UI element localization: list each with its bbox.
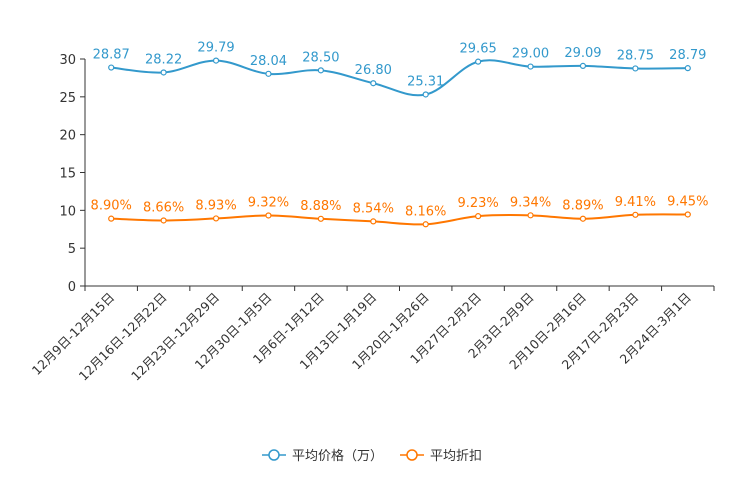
data-label: 8.93%: [195, 198, 236, 213]
y-tick-label: 10: [59, 204, 76, 219]
x-category-label: 12月23日-12月29日: [128, 290, 222, 384]
data-label: 8.88%: [300, 199, 341, 214]
data-label: 29.00: [512, 47, 549, 62]
data-point: [579, 62, 587, 69]
data-point: [370, 80, 377, 87]
data-point: [370, 218, 377, 225]
data-label: 25.31: [407, 74, 444, 89]
data-label: 8.66%: [143, 200, 184, 215]
data-point: [212, 215, 220, 222]
data-label: 8.54%: [353, 201, 394, 216]
data-label: 9.23%: [457, 196, 498, 211]
y-tick-label: 30: [59, 53, 76, 68]
data-point: [684, 65, 691, 72]
data-label: 8.90%: [91, 199, 132, 214]
data-label: 9.34%: [510, 195, 551, 210]
data-point: [632, 211, 639, 218]
data-point: [422, 221, 429, 228]
data-point: [475, 58, 482, 65]
legend-label: 平均折扣: [430, 449, 482, 464]
legend-marker: [268, 449, 280, 461]
data-label: 9.41%: [615, 195, 656, 210]
data-point: [265, 70, 272, 77]
legend-marker: [406, 449, 418, 461]
data-point: [579, 215, 587, 222]
data-point: [684, 211, 691, 218]
series-line: [111, 213, 688, 226]
legend-label: 平均价格（万）: [292, 448, 383, 464]
legend: 平均价格（万） 平均折扣: [262, 448, 482, 464]
data-point: [422, 91, 429, 98]
data-label: 9.32%: [248, 195, 289, 210]
data-point: [265, 212, 272, 219]
data-label: 8.16%: [405, 204, 446, 219]
data-label: 29.65: [460, 42, 497, 57]
data-point: [317, 215, 324, 222]
axes: 05101520253012月9日-12月15日12月16日-12月22日12月…: [29, 53, 715, 384]
data-label: 28.75: [617, 48, 654, 63]
data-label: 29.09: [564, 46, 601, 61]
data-label: 28.87: [93, 48, 130, 63]
series-line: [111, 59, 688, 97]
series-0: 28.87 28.22 29.79 28.04 28.50 26.80 25.31 29.65…: [93, 41, 706, 98]
data-label: 28.22: [145, 52, 182, 67]
legend-item-0: 平均价格（万）: [262, 448, 383, 464]
data-point: [108, 64, 115, 71]
data-label: 26.80: [355, 63, 392, 78]
data-point: [632, 65, 639, 72]
data-label: 8.89%: [562, 199, 603, 214]
data-point: [527, 212, 534, 219]
data-label: 29.79: [197, 41, 234, 56]
data-label: 28.79: [669, 48, 706, 63]
y-tick-label: 5: [68, 242, 76, 257]
y-tick-label: 15: [59, 167, 76, 182]
data-point: [475, 213, 482, 220]
data-point: [108, 215, 115, 222]
data-point: [527, 63, 534, 70]
legend-item-1: 平均折扣: [400, 449, 482, 464]
data-label: 28.04: [250, 54, 287, 69]
y-tick-label: 20: [59, 129, 76, 144]
series-1: 8.90% 8.66% 8.93% 9.32% 8.88% 8.54% 8.16% 9.23%…: [91, 194, 708, 228]
data-label: 9.45%: [667, 194, 708, 209]
y-tick-label: 25: [59, 91, 76, 106]
data-point: [160, 217, 167, 224]
x-category-label: 12月16日-12月22日: [76, 290, 170, 384]
data-point: [160, 69, 167, 76]
series-layer: 28.87 28.22 29.79 28.04 28.50 26.80 25.31 29.65…: [91, 41, 708, 228]
data-point: [317, 67, 324, 74]
data-point: [212, 57, 220, 64]
y-tick-label: 0: [68, 280, 76, 295]
data-label: 28.50: [302, 50, 339, 65]
